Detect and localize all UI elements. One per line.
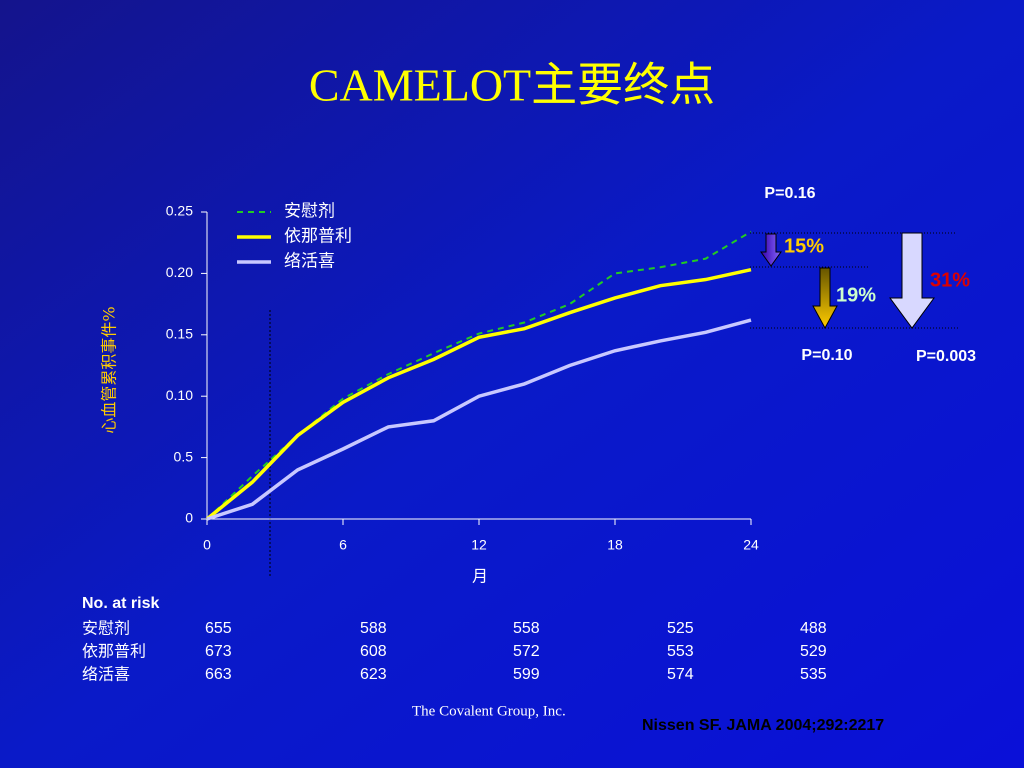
risk-count: 588: [360, 620, 387, 637]
risk-count: 535: [800, 666, 827, 683]
risk-count: 655: [205, 620, 232, 637]
arrow-31: [889, 232, 935, 329]
x-tick-label: 6: [339, 537, 347, 553]
annotation: P=0.16: [764, 185, 815, 202]
risk-count: 673: [205, 643, 232, 660]
citation: Nissen SF. JAMA 2004;292:2217: [642, 717, 884, 734]
arrow-15: [760, 233, 782, 267]
annotation: 19%: [836, 284, 876, 306]
risk-row-name: 安慰剂: [82, 619, 130, 638]
annotation: 15%: [784, 235, 824, 257]
risk-count: 525: [667, 620, 694, 637]
legend-label: 依那普利: [284, 227, 352, 247]
y-tick-label: 0.15: [166, 326, 193, 342]
risk-count: 663: [205, 666, 232, 683]
risk-count: 558: [513, 620, 540, 637]
y-tick-label: 0.10: [166, 387, 193, 403]
risk-count: 488: [800, 620, 827, 637]
annotation: 31%: [930, 269, 970, 291]
legend-label: 安慰剂: [284, 202, 335, 222]
risk-count: 608: [360, 643, 387, 660]
risk-row-name: 依那普利: [82, 642, 146, 661]
x-tick-label: 24: [743, 537, 759, 553]
x-tick-label: 0: [203, 537, 211, 553]
series-line: [205, 268, 752, 521]
risk-count: 572: [513, 643, 540, 660]
annotation: P=0.10: [801, 347, 852, 364]
risk-count: 623: [360, 666, 387, 683]
arrow-19: [812, 267, 838, 330]
risk-count: 553: [667, 643, 694, 660]
risk-count: 599: [513, 666, 540, 683]
risk-table-title: No. at risk: [82, 595, 159, 612]
y-tick-label: 0.5: [174, 448, 194, 464]
y-tick-label: 0.25: [166, 203, 193, 219]
y-axis-label: 心血管累积事件%: [100, 306, 119, 433]
series-line: [206, 318, 752, 521]
x-tick-label: 18: [607, 537, 623, 553]
risk-row-name: 络活喜: [82, 665, 130, 684]
x-axis-label: 月: [472, 567, 488, 586]
risk-count: 529: [800, 643, 827, 660]
y-tick-label: 0: [185, 510, 193, 526]
y-tick-label: 0.20: [166, 264, 193, 280]
x-tick-label: 12: [471, 537, 487, 553]
risk-count: 574: [667, 666, 694, 683]
annotation: P=0.003: [916, 348, 976, 365]
credit: The Covalent Group, Inc.: [412, 703, 566, 719]
reference-lines: [750, 232, 960, 329]
slide-title: CAMELOT主要终点: [309, 60, 715, 111]
legend-label: 络活喜: [284, 252, 335, 272]
